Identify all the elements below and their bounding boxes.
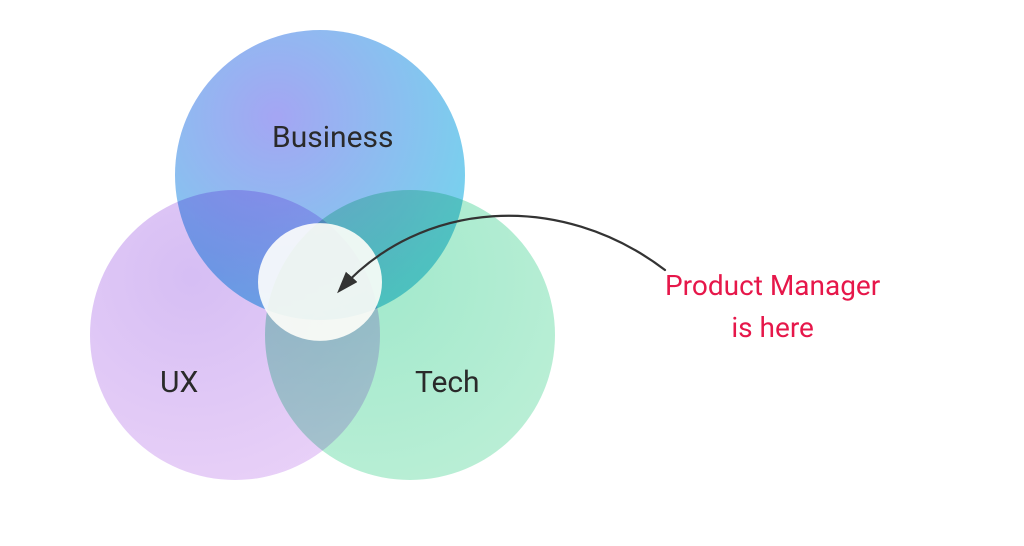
- diagram-stage: Business UX Tech Product Manager is here: [0, 0, 1024, 546]
- callout-text: Product Manager is here: [665, 265, 880, 349]
- venn-center-highlight: [258, 223, 382, 341]
- circle-label-ux: UX: [160, 365, 198, 400]
- circle-label-tech: Tech: [415, 365, 480, 400]
- circle-label-business: Business: [272, 120, 393, 155]
- callout-line1: Product Manager: [665, 265, 880, 307]
- callout-line2: is here: [665, 307, 880, 349]
